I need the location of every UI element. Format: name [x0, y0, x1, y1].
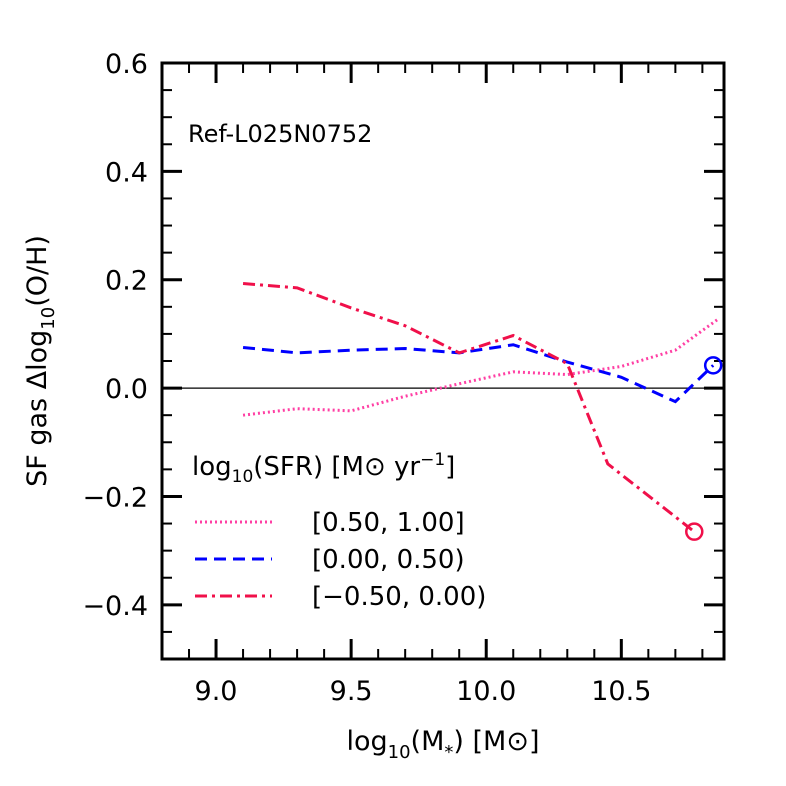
series-line-1 — [242, 343, 715, 404]
legend-entries: [0.50, 1.00] [0.00, 0.50) [−0.50, 0.00) — [195, 508, 486, 612]
series-line-0 — [242, 317, 720, 417]
x-tick-label: 10.0 — [456, 676, 516, 707]
y-axis-label: SF gas Δlog10(O/H) — [22, 235, 59, 487]
x-axis-label: log10(M*) [M⊙] — [346, 726, 539, 763]
tick-labels: 9.0 9.5 10.0 10.5 0.6 0.4 0.2 0.0 −0.2 −0.4 — [82, 49, 651, 707]
series-layer — [242, 282, 723, 541]
y-tick-label: −0.4 — [82, 591, 148, 622]
legend-title: log10(SFR) [M⊙ yr−1] — [192, 450, 455, 487]
legend-label-0: [0.50, 1.00] — [312, 508, 465, 538]
legend-label-1: [0.00, 0.50) — [312, 545, 465, 575]
x-tick-label: 10.5 — [591, 676, 651, 707]
legend-label-2: [−0.50, 0.00) — [312, 582, 486, 612]
x-tick-label: 9.0 — [195, 676, 238, 707]
y-tick-label: 0.2 — [105, 266, 148, 297]
y-tick-label: 0.0 — [105, 374, 148, 405]
series-end-marker-1 — [703, 356, 723, 375]
series-end-marker-2 — [685, 522, 704, 541]
x-tick-label: 9.5 — [330, 676, 373, 707]
series-line-2 — [242, 282, 696, 533]
annotation-label: Ref-L025N0752 — [188, 120, 372, 148]
y-tick-label: −0.2 — [82, 482, 148, 513]
legend: log10(SFR) [M⊙ yr−1] [0.50, 1.00] [0.00, … — [192, 450, 486, 612]
y-tick-label: 0.6 — [105, 49, 148, 80]
y-tick-label: 0.4 — [105, 157, 148, 188]
